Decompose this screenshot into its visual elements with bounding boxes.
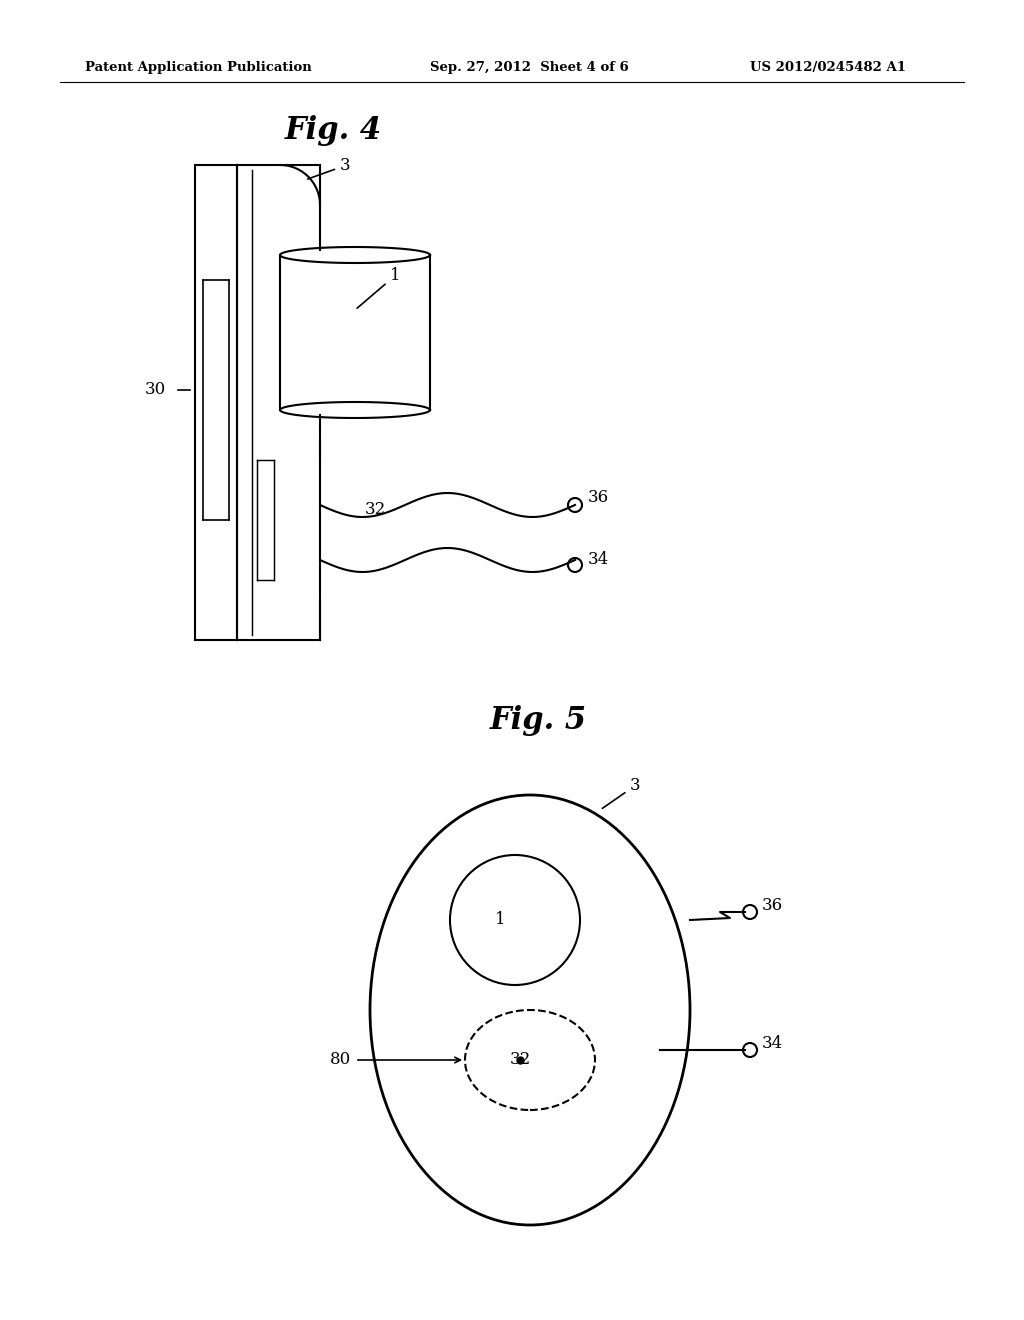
- Text: 32: 32: [365, 502, 386, 519]
- Text: 32: 32: [509, 1052, 530, 1068]
- Text: Fig. 4: Fig. 4: [285, 115, 382, 145]
- Text: Sep. 27, 2012  Sheet 4 of 6: Sep. 27, 2012 Sheet 4 of 6: [430, 62, 629, 74]
- Text: 30: 30: [145, 381, 166, 399]
- Text: Patent Application Publication: Patent Application Publication: [85, 62, 311, 74]
- Text: 36: 36: [588, 490, 609, 507]
- Text: 1: 1: [495, 912, 505, 928]
- Text: 1: 1: [357, 267, 400, 308]
- Text: 34: 34: [762, 1035, 783, 1052]
- Text: Fig. 5: Fig. 5: [490, 705, 587, 735]
- Text: 34: 34: [588, 552, 609, 569]
- Text: 80: 80: [330, 1052, 351, 1068]
- Text: 3: 3: [307, 157, 350, 180]
- Text: 36: 36: [762, 896, 783, 913]
- Text: US 2012/0245482 A1: US 2012/0245482 A1: [750, 62, 906, 74]
- Text: 3: 3: [602, 777, 641, 808]
